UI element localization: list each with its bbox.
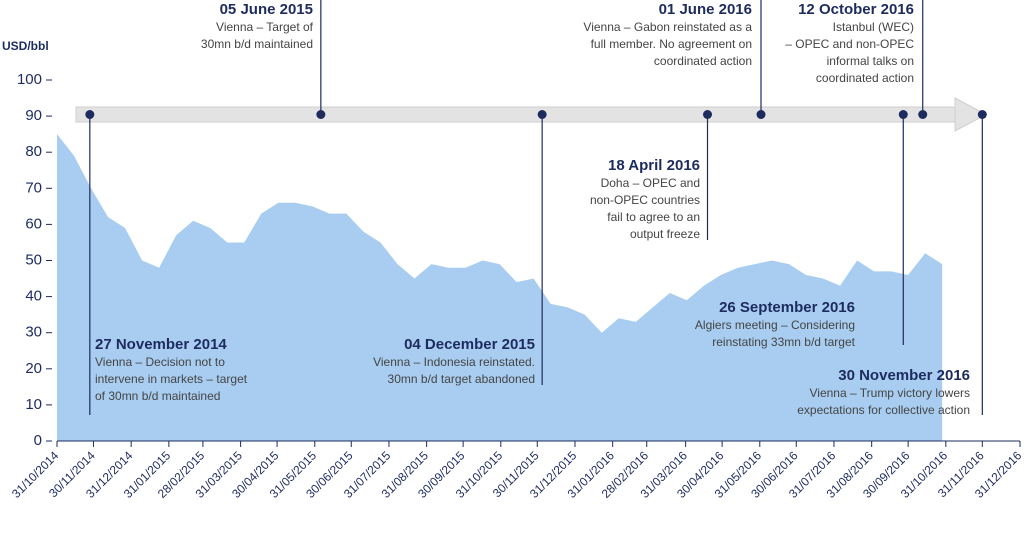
annotation-text: intervene in markets – target: [95, 372, 248, 386]
y-tick-label: 70: [25, 179, 42, 196]
annotation-title: 30 November 2016: [838, 367, 970, 384]
annotation-title: 27 November 2014: [95, 336, 227, 353]
annotation-dot: [537, 110, 547, 119]
annotation-dot: [977, 110, 987, 119]
annotation-text: output freeze: [630, 227, 700, 241]
annotation-dot: [918, 110, 928, 119]
y-tick-label: 40: [25, 288, 42, 305]
y-tick-label: 30: [25, 324, 42, 341]
annotation-text: 30mn b/d maintained: [201, 37, 313, 51]
annotation-text: coordinated action: [654, 54, 752, 68]
annotation-text: Vienna – Target of: [216, 20, 314, 34]
y-axis-label: USD/bbl: [2, 39, 49, 53]
annotation-dot: [85, 110, 95, 119]
annotation-text: Doha – OPEC and: [601, 176, 700, 190]
y-tick-label: 0: [34, 432, 42, 449]
y-tick-label: 100: [17, 71, 42, 88]
annotation-text: fail to agree to an: [607, 210, 700, 224]
timeline-arrowhead: [954, 97, 988, 132]
annotation-text: coordinated action: [816, 71, 914, 85]
y-tick-label: 50: [25, 251, 42, 268]
annotation-text: expectations for collective action: [797, 403, 970, 417]
y-tick-label: 90: [25, 107, 42, 124]
annotation-text: informal talks on: [827, 54, 914, 68]
annotation-text: Vienna – Gabon reinstated as a: [583, 20, 752, 34]
annotation-text: 30mn b/d target abandoned: [388, 372, 535, 386]
annotation-title: 12 October 2016: [798, 1, 914, 18]
annotation-text: Istanbul (WEC): [833, 20, 914, 34]
annotation-text: Vienna – Indonesia reinstated.: [373, 355, 535, 369]
annotation-title: 04 December 2015: [404, 336, 535, 353]
timeline: [75, 106, 957, 123]
annotation-text: full member. No agreement on: [591, 37, 752, 51]
annotation-text: Vienna – Decision not to: [95, 355, 225, 369]
annotation-text: reinstating 33mn b/d target: [712, 335, 855, 349]
annotation-title: 18 April 2016: [608, 157, 700, 174]
annotation-title: 01 June 2016: [659, 1, 752, 18]
annotation-title: 26 September 2016: [719, 299, 855, 316]
annotation-dot: [703, 110, 713, 119]
annotation-text: Algiers meeting – Considering: [695, 318, 855, 332]
annotation-dot: [898, 110, 908, 119]
annotation-dot: [756, 110, 766, 119]
annotation-title: 05 June 2015: [220, 1, 313, 18]
y-tick-label: 10: [25, 396, 42, 413]
y-tick-label: 60: [25, 215, 42, 232]
annotation-text: Vienna – Trump victory lowers: [809, 386, 970, 400]
annotation-text: non-OPEC countries: [590, 193, 700, 207]
area: [57, 134, 943, 441]
y-tick-label: 80: [25, 143, 42, 160]
annotation-text: – OPEC and non-OPEC: [785, 37, 914, 51]
annotation-text: of 30mn b/d maintained: [95, 389, 220, 403]
y-tick-label: 20: [25, 360, 42, 377]
annotation-dot: [316, 110, 326, 119]
